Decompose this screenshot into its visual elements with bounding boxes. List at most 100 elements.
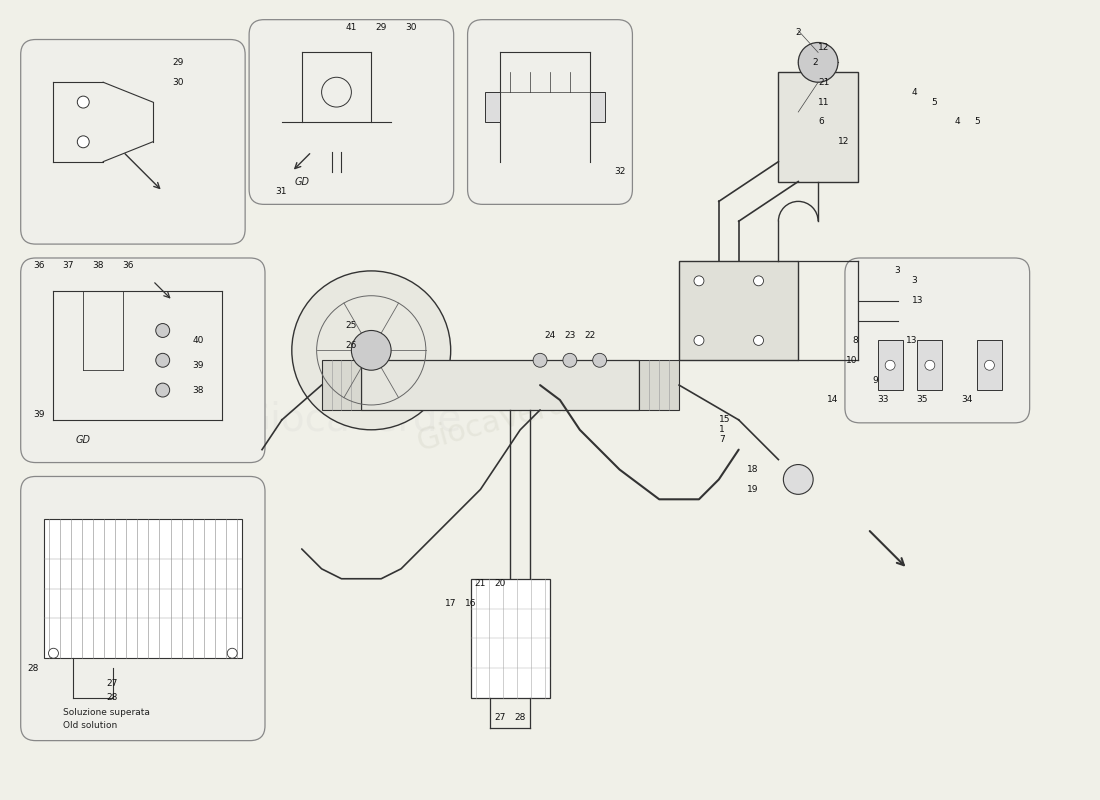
Text: 11: 11 — [818, 98, 829, 106]
FancyBboxPatch shape — [249, 20, 453, 204]
Circle shape — [783, 465, 813, 494]
Text: 4: 4 — [955, 118, 960, 126]
Text: 5: 5 — [932, 98, 937, 106]
Text: 3: 3 — [894, 266, 901, 275]
Circle shape — [925, 360, 935, 370]
Text: 38: 38 — [92, 262, 103, 270]
Text: 35: 35 — [916, 395, 928, 405]
Text: 9: 9 — [872, 376, 878, 385]
Text: 39: 39 — [192, 361, 204, 370]
Text: 20: 20 — [495, 579, 506, 588]
Text: 19: 19 — [747, 485, 759, 494]
Text: 34: 34 — [961, 395, 972, 405]
Text: 18: 18 — [747, 465, 759, 474]
Text: 10: 10 — [846, 356, 858, 365]
Text: 5: 5 — [975, 118, 980, 126]
Text: 23: 23 — [564, 331, 575, 340]
Text: 4: 4 — [912, 88, 917, 97]
Text: 22: 22 — [584, 331, 595, 340]
Circle shape — [534, 354, 547, 367]
Text: 27: 27 — [495, 714, 506, 722]
Bar — [917, 341, 943, 390]
Text: 28: 28 — [28, 664, 38, 673]
Circle shape — [754, 276, 763, 286]
Text: 13: 13 — [912, 296, 923, 305]
Circle shape — [156, 383, 169, 397]
Text: 41: 41 — [345, 23, 358, 32]
Text: 15: 15 — [718, 415, 730, 424]
Circle shape — [77, 96, 89, 108]
Text: 28: 28 — [515, 714, 526, 722]
Bar — [779, 72, 858, 182]
FancyBboxPatch shape — [21, 39, 245, 244]
Text: 12: 12 — [818, 43, 829, 52]
Text: 14: 14 — [826, 395, 838, 405]
Text: 7: 7 — [718, 435, 725, 444]
Bar — [471, 578, 550, 698]
Text: 30: 30 — [173, 78, 184, 86]
Text: 36: 36 — [122, 262, 134, 270]
Circle shape — [694, 335, 704, 346]
Bar — [977, 341, 1002, 390]
Circle shape — [48, 648, 58, 658]
Circle shape — [754, 335, 763, 346]
Circle shape — [563, 354, 576, 367]
Text: 21: 21 — [818, 78, 829, 86]
Text: 29: 29 — [375, 23, 387, 32]
Bar — [361, 360, 639, 410]
Text: 13: 13 — [906, 336, 917, 345]
Text: 16: 16 — [465, 599, 476, 608]
Text: 29: 29 — [173, 58, 184, 67]
Bar — [485, 92, 501, 122]
Text: 37: 37 — [63, 262, 74, 270]
Text: 30: 30 — [405, 23, 417, 32]
Text: 1: 1 — [718, 426, 725, 434]
Text: 28: 28 — [107, 694, 118, 702]
Text: 39: 39 — [33, 410, 44, 419]
Text: 12: 12 — [838, 138, 849, 146]
FancyBboxPatch shape — [21, 477, 265, 741]
FancyBboxPatch shape — [468, 20, 632, 204]
Text: 31: 31 — [275, 187, 287, 196]
Text: 32: 32 — [615, 167, 626, 176]
Polygon shape — [321, 360, 361, 410]
Circle shape — [228, 648, 238, 658]
Text: 27: 27 — [107, 678, 118, 687]
Text: 25: 25 — [345, 321, 358, 330]
Bar — [44, 519, 242, 658]
Text: 17: 17 — [444, 599, 456, 608]
Text: Soluzione superata: Soluzione superata — [64, 708, 151, 718]
Bar — [679, 261, 799, 360]
Text: 26: 26 — [345, 341, 358, 350]
Text: 2: 2 — [795, 28, 801, 37]
FancyBboxPatch shape — [845, 258, 1030, 423]
Text: 8: 8 — [852, 336, 858, 345]
Polygon shape — [639, 360, 679, 410]
Bar — [590, 92, 605, 122]
Circle shape — [984, 360, 994, 370]
Circle shape — [351, 330, 392, 370]
Circle shape — [886, 360, 895, 370]
FancyBboxPatch shape — [21, 258, 265, 462]
Text: 33: 33 — [877, 395, 889, 405]
Text: GD: GD — [76, 434, 91, 445]
Text: GD: GD — [294, 177, 309, 186]
Text: 38: 38 — [192, 386, 204, 394]
Circle shape — [799, 42, 838, 82]
Circle shape — [694, 276, 704, 286]
Circle shape — [593, 354, 606, 367]
Text: 36: 36 — [33, 262, 44, 270]
Bar — [878, 341, 902, 390]
Text: GiocaVerde: GiocaVerde — [241, 401, 462, 439]
Text: 21: 21 — [475, 579, 486, 588]
Text: 24: 24 — [544, 331, 556, 340]
Text: 3: 3 — [912, 276, 917, 286]
Text: Old solution: Old solution — [64, 722, 118, 730]
Text: 40: 40 — [192, 336, 204, 345]
Circle shape — [292, 271, 451, 430]
Text: GiocaVerde: GiocaVerde — [412, 383, 587, 456]
Text: 6: 6 — [818, 118, 824, 126]
Circle shape — [77, 136, 89, 148]
Circle shape — [156, 354, 169, 367]
Circle shape — [156, 323, 169, 338]
